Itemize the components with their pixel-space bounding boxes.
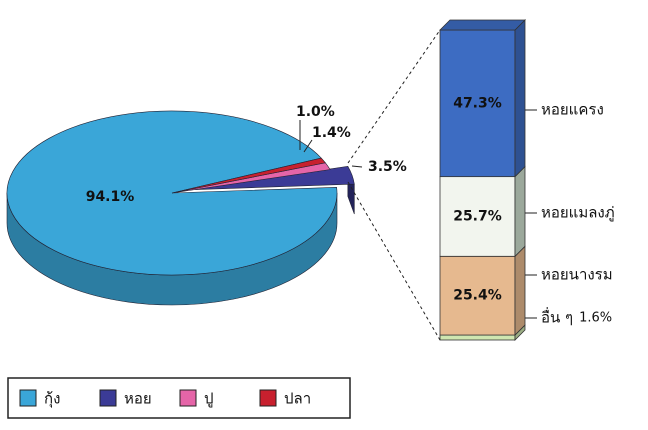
bar-side (514, 19, 526, 178)
legend-items: กุ้ง หอย ปู ปลา (19, 389, 311, 409)
bar-side (514, 245, 526, 337)
legend-swatch (99, 389, 117, 407)
pie: 94.1% 3.5% 1.4% 1.0% (6, 104, 407, 306)
bar-segment (439, 255, 516, 336)
connector (347, 29, 441, 164)
connector (347, 181, 441, 341)
data-label: 94.1% (86, 189, 135, 205)
data-label: 25.4% (453, 288, 502, 304)
legend-swatch (259, 389, 277, 407)
leader-line (303, 139, 313, 153)
pie-slice (171, 157, 326, 194)
category-label: หอยแมลงภู่ (541, 204, 615, 222)
bar-segment (439, 334, 516, 341)
data-label: 47.3% (453, 95, 502, 111)
legend-swatch (179, 389, 197, 407)
legend-label: กุ้ง (44, 390, 60, 409)
category-label: หอยแครง (541, 101, 604, 119)
category-label: อื่น ๆ (541, 307, 573, 327)
legend-label: ปู (204, 390, 214, 408)
legend-swatch (19, 389, 37, 407)
data-label: 25.7% (453, 208, 502, 224)
legend-label: หอย (124, 390, 152, 408)
data-label: 1.0% (296, 104, 335, 120)
data-label: 1.4% (312, 125, 351, 141)
data-label: 3.5% (368, 159, 407, 175)
bar-side (514, 165, 526, 258)
legend-label: ปลา (284, 390, 311, 408)
data-label: 1.6% (579, 311, 612, 326)
bar-top (439, 19, 526, 31)
legend (7, 377, 351, 419)
bar-segment (439, 29, 516, 178)
leader-line (351, 165, 363, 168)
category-label: หอยนางรม (541, 266, 613, 284)
bar-segment (439, 176, 516, 257)
breakdown-bar: อื่น ๆ 1.6% 25.4% หอยนางรม 25.7% หอยแมลงภู่ 47… (439, 19, 615, 341)
